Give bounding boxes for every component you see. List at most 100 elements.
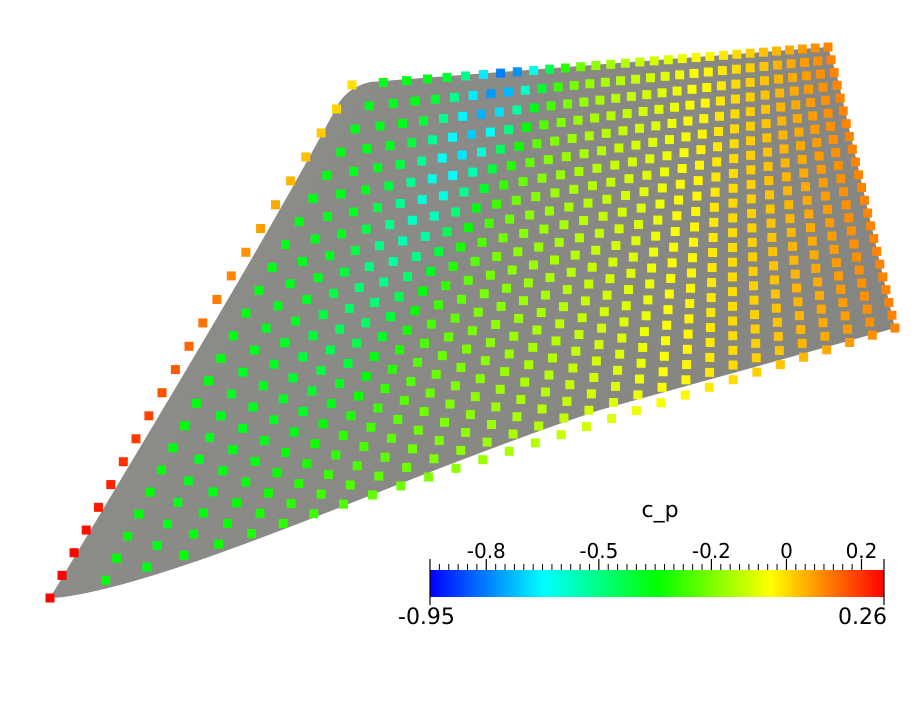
surface-point bbox=[386, 312, 396, 322]
surface-point bbox=[607, 414, 617, 424]
surface-point bbox=[693, 176, 703, 186]
surface-point bbox=[772, 46, 782, 56]
surface-point bbox=[518, 177, 528, 187]
surface-point bbox=[388, 98, 398, 108]
surface-point bbox=[241, 308, 251, 318]
surface-point bbox=[794, 127, 804, 137]
surface-point bbox=[492, 252, 502, 262]
surface-point bbox=[822, 345, 832, 355]
surface-point bbox=[531, 192, 541, 202]
surface-point bbox=[700, 98, 710, 108]
surface-point bbox=[627, 157, 637, 167]
surface-point bbox=[534, 242, 544, 252]
surface-point bbox=[339, 267, 349, 277]
surface-point bbox=[752, 367, 762, 377]
surface-point bbox=[228, 445, 238, 455]
surface-point bbox=[370, 297, 380, 307]
surface-point bbox=[592, 163, 602, 173]
surface-point bbox=[844, 131, 854, 141]
surface-point bbox=[669, 242, 679, 252]
surface-point bbox=[477, 237, 487, 247]
surface-point bbox=[730, 109, 740, 119]
surface-point bbox=[267, 263, 277, 273]
surface-point bbox=[350, 246, 360, 256]
surface-point bbox=[512, 412, 522, 422]
surface-point bbox=[749, 281, 759, 291]
surface-point bbox=[346, 411, 356, 421]
surface-point bbox=[707, 278, 717, 288]
surface-point bbox=[686, 283, 696, 293]
surface-point bbox=[476, 109, 486, 119]
surface-point bbox=[708, 248, 718, 258]
surface-point bbox=[838, 298, 848, 308]
surface-point bbox=[713, 126, 723, 136]
surface-point bbox=[93, 502, 103, 512]
surface-point bbox=[691, 207, 701, 217]
surface-point bbox=[764, 190, 774, 200]
surface-point bbox=[614, 224, 624, 234]
limit-label: 0.26 bbox=[838, 605, 887, 630]
surface-point bbox=[649, 247, 659, 257]
surface-point bbox=[387, 364, 397, 374]
surface-point bbox=[569, 184, 579, 194]
surface-point bbox=[208, 487, 218, 497]
surface-point bbox=[560, 63, 570, 73]
surface-point bbox=[645, 73, 655, 83]
surface-point bbox=[661, 336, 671, 346]
surface-point bbox=[402, 325, 412, 335]
surface-point bbox=[511, 195, 521, 205]
surface-point bbox=[437, 351, 447, 361]
surface-point bbox=[574, 233, 584, 243]
surface-point bbox=[278, 394, 288, 404]
surface-point bbox=[862, 304, 872, 314]
surface-point bbox=[461, 71, 471, 81]
surface-point bbox=[45, 593, 55, 603]
surface-point bbox=[420, 231, 430, 241]
surface-point bbox=[728, 168, 738, 178]
surface-point bbox=[294, 217, 304, 227]
surface-point bbox=[473, 307, 483, 317]
surface-point bbox=[746, 165, 756, 175]
surface-point bbox=[536, 308, 546, 318]
surface-point bbox=[512, 105, 522, 115]
surface-point bbox=[759, 61, 769, 71]
surface-point bbox=[447, 132, 457, 142]
surface-point bbox=[728, 375, 738, 385]
surface-point bbox=[562, 285, 572, 295]
surface-point bbox=[712, 157, 722, 167]
surface-point bbox=[255, 508, 265, 518]
surface-point bbox=[157, 388, 167, 398]
surface-point bbox=[659, 351, 669, 361]
surface-point bbox=[336, 147, 346, 157]
surface-point bbox=[833, 161, 843, 171]
surface-point bbox=[714, 111, 724, 121]
tick-label: -0.5 bbox=[579, 539, 618, 563]
surface-point bbox=[619, 317, 629, 327]
surface-point bbox=[857, 278, 867, 288]
surface-point bbox=[628, 252, 638, 262]
surface-point bbox=[456, 242, 466, 252]
surface-point bbox=[642, 170, 652, 180]
surface-point bbox=[613, 365, 623, 375]
surface-point bbox=[441, 281, 451, 291]
surface-point bbox=[241, 247, 251, 257]
surface-point bbox=[395, 159, 405, 169]
surface-point bbox=[746, 136, 756, 146]
surface-point bbox=[890, 323, 900, 333]
surface-point bbox=[770, 289, 780, 299]
surface-point bbox=[487, 164, 497, 174]
surface-point bbox=[269, 415, 279, 425]
surface-point bbox=[388, 257, 398, 267]
surface-point bbox=[512, 67, 522, 77]
surface-point bbox=[456, 362, 466, 372]
surface-point bbox=[716, 81, 726, 91]
surface-point bbox=[758, 47, 768, 57]
surface-point bbox=[780, 158, 790, 168]
surface-point bbox=[833, 271, 843, 281]
surface-point bbox=[214, 539, 224, 549]
surface-point bbox=[259, 436, 269, 446]
surface-point bbox=[316, 489, 326, 499]
surface-point bbox=[835, 93, 845, 103]
surface-point bbox=[769, 261, 779, 271]
surface-point bbox=[732, 49, 742, 59]
